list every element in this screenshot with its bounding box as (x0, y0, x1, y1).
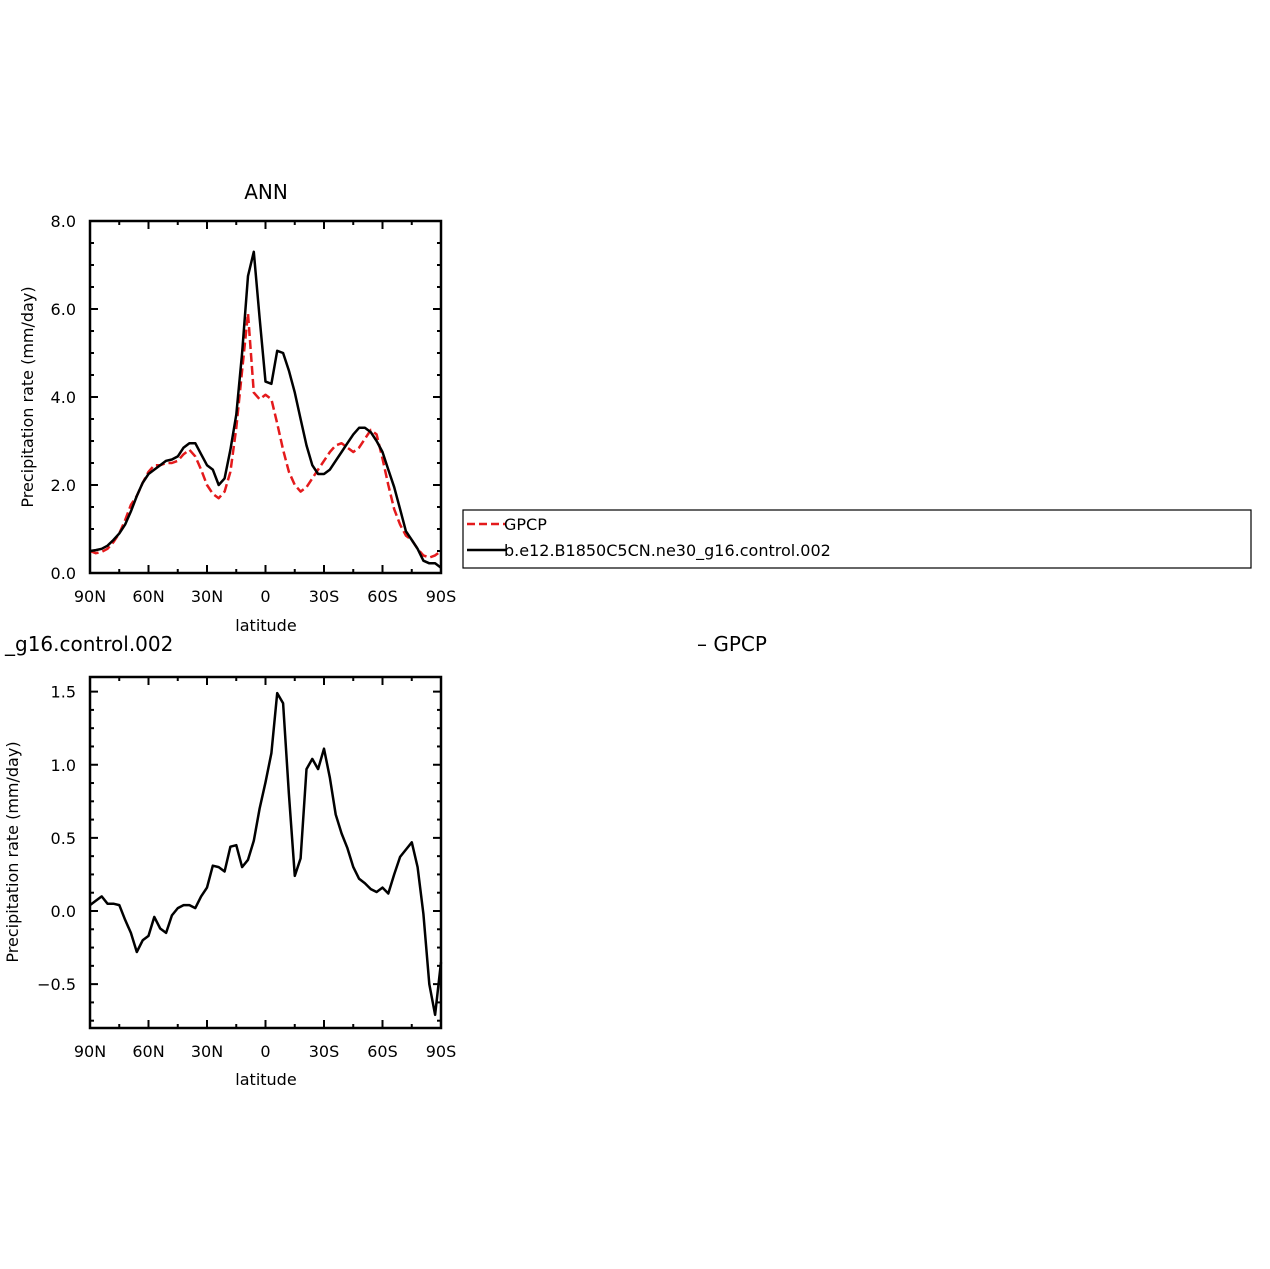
top-series-line-0 (89, 312, 442, 559)
bottom-series-line-0 (89, 691, 443, 1017)
bottom-xtick-label: 90N (74, 1042, 106, 1061)
top-xtick-label: 0 (260, 587, 270, 606)
top-xtick-label: 30S (309, 587, 340, 606)
bottom-panel-ylabel: Precipitation rate (mm/day) (3, 741, 22, 962)
bottom-panel: _g16.control.002 – GPCP 90N 60N 30N 0 30S 60S… (3, 632, 767, 1089)
top-xtick-label: 90N (74, 587, 106, 606)
bottom-panel-title-right: – GPCP (697, 632, 767, 656)
legend-label-model: b.e12.B1850C5CN.ne30_g16.control.002 (504, 541, 831, 561)
bottom-ytick-label: 1.5 (51, 683, 76, 702)
bottom-xtick-label: 0 (260, 1042, 270, 1061)
top-panel-xlabel: latitude (235, 616, 296, 635)
top-panel-marks: 90N 60N 30N 0 30S 60S 90S 0.0 2.0 4.0 6.0 8.0 (51, 212, 457, 606)
bottom-panel-marks: 90N 60N 30N 0 30S 60S 90S −0.5 0.0 0.5 1.0 1.5 (37, 677, 456, 1061)
top-xtick-label: 30N (191, 587, 223, 606)
legend-label-gpcp: GPCP (504, 515, 547, 534)
top-ytick-label: 2.0 (51, 476, 76, 495)
top-panel: ANN 90N 60N 30N 0 30S 60S 90S 0.0 2.0 4.0 6.0 8.0 l… (18, 180, 456, 635)
bottom-ytick-label: 0.0 (51, 902, 76, 921)
bottom-xtick-label: 30S (309, 1042, 340, 1061)
top-xtick-label: 60S (367, 587, 398, 606)
bottom-xtick-label: 30N (191, 1042, 223, 1061)
bottom-ytick-label: −0.5 (37, 975, 76, 994)
bottom-xtick-label: 60N (132, 1042, 164, 1061)
top-xtick-label: 90S (426, 587, 457, 606)
bottom-ytick-label: 1.0 (51, 756, 76, 775)
legend: GPCP b.e12.B1850C5CN.ne30_g16.control.00… (462, 509, 1252, 569)
top-panel-title: ANN (244, 180, 288, 204)
top-panel-ylabel: Precipitation rate (mm/day) (18, 286, 37, 507)
bottom-xtick-label: 60S (367, 1042, 398, 1061)
bottom-xtick-label: 90S (426, 1042, 457, 1061)
bottom-panel-frame (88, 675, 443, 1030)
top-xtick-label: 60N (132, 587, 164, 606)
bottom-panel-xlabel: latitude (235, 1070, 296, 1089)
top-ytick-label: 8.0 (51, 212, 76, 231)
bottom-ytick-label: 0.5 (51, 829, 76, 848)
legend-box (462, 509, 1252, 569)
top-ytick-label: 6.0 (51, 300, 76, 319)
top-series-line-1 (89, 250, 442, 569)
top-ytick-label: 0.0 (51, 564, 76, 583)
top-ytick-label: 4.0 (51, 388, 76, 407)
top-panel-frame (88, 219, 443, 575)
bottom-panel-title-left: _g16.control.002 (4, 632, 173, 656)
